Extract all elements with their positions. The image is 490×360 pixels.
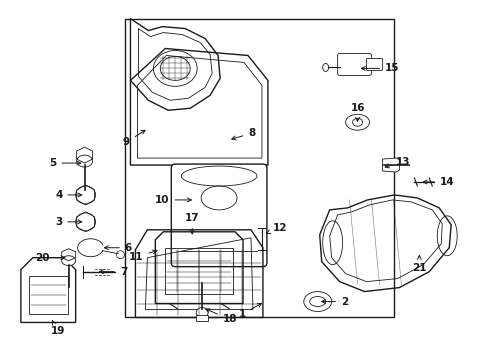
Text: 8: 8: [232, 128, 256, 140]
Text: 21: 21: [412, 256, 427, 273]
FancyBboxPatch shape: [338, 54, 371, 75]
Text: 16: 16: [350, 103, 365, 121]
Text: 19: 19: [50, 321, 65, 336]
Text: 2: 2: [321, 297, 348, 306]
Text: 6: 6: [104, 243, 132, 253]
Text: 10: 10: [155, 195, 191, 205]
Text: 14: 14: [423, 177, 455, 187]
Ellipse shape: [196, 307, 208, 318]
Text: 7: 7: [99, 267, 127, 276]
Text: 15: 15: [362, 63, 400, 73]
FancyBboxPatch shape: [172, 164, 267, 267]
FancyBboxPatch shape: [367, 58, 383, 71]
Ellipse shape: [310, 297, 326, 306]
Ellipse shape: [353, 118, 363, 126]
Ellipse shape: [76, 155, 93, 167]
Ellipse shape: [75, 186, 96, 204]
Text: 5: 5: [49, 158, 81, 168]
Text: 3: 3: [55, 217, 82, 227]
Bar: [125, 19, 394, 318]
Text: 20: 20: [36, 253, 65, 263]
Text: 17: 17: [185, 213, 199, 234]
Text: 11: 11: [129, 250, 157, 262]
Text: 12: 12: [267, 223, 287, 234]
Ellipse shape: [345, 114, 369, 130]
Bar: [196, 315, 208, 321]
Polygon shape: [383, 158, 399, 172]
Ellipse shape: [62, 256, 75, 266]
Ellipse shape: [75, 213, 96, 231]
Ellipse shape: [304, 292, 332, 311]
Text: 18: 18: [206, 309, 237, 324]
Text: 9: 9: [123, 130, 145, 147]
Text: 13: 13: [385, 157, 411, 168]
Text: 4: 4: [55, 190, 82, 200]
Text: 1: 1: [239, 303, 262, 319]
